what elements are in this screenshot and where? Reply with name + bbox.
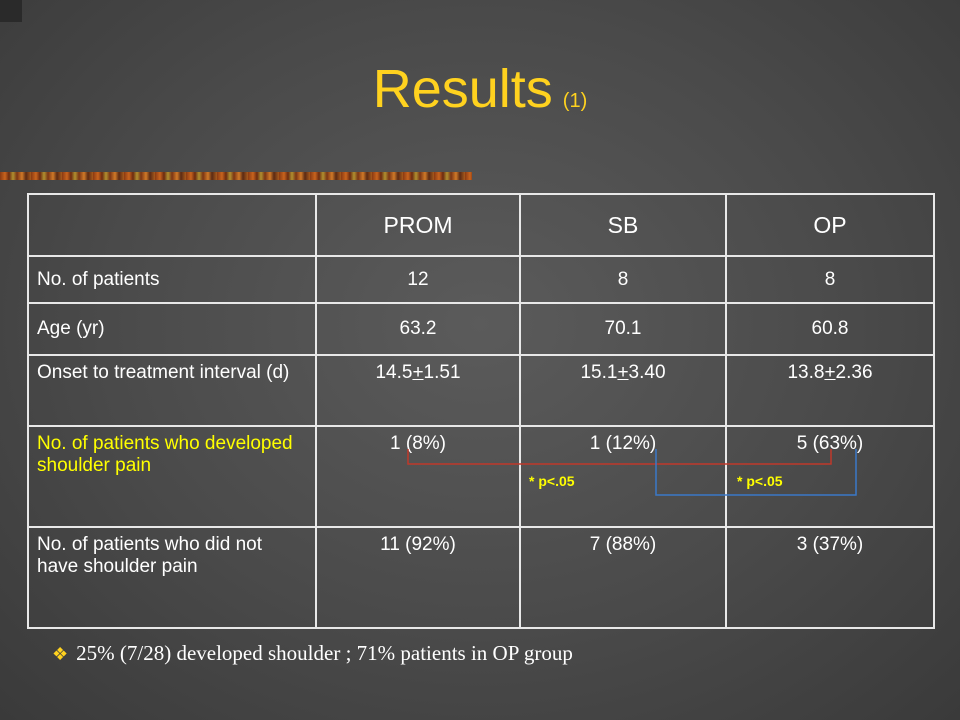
cell-prom: 11 (92%) — [315, 526, 521, 629]
cell-op: 13.8+2.36 — [725, 354, 935, 427]
plus-minus-sign: + — [412, 362, 424, 383]
footnote: ❖ 25% (7/28) developed shoulder ; 71% pat… — [52, 641, 573, 666]
header-prom: PROM — [315, 193, 521, 257]
row-label: Onset to treatment interval (d) — [27, 354, 317, 427]
cell-sb: 70.1 — [519, 302, 727, 356]
sd-value: 1.51 — [423, 362, 461, 383]
slide-title: Results (1) — [0, 58, 960, 120]
mean-value: 13.8 — [787, 362, 825, 383]
corner-decoration — [0, 0, 22, 22]
mean-value: 15.1 — [580, 362, 618, 383]
cell-sb: 8 — [519, 255, 727, 304]
cell-prom: 63.2 — [315, 302, 521, 356]
diamond-bullet-icon: ❖ — [52, 644, 69, 664]
cell-sb: 7 (88%) — [519, 526, 727, 629]
cell-prom: 12 — [315, 255, 521, 304]
sd-value: 2.36 — [835, 362, 873, 383]
cell-op: 8 — [725, 255, 935, 304]
sd-value: 3.40 — [628, 362, 666, 383]
header-row: PROM SB OP — [27, 193, 935, 257]
title-suffix: (1) — [562, 90, 588, 112]
cell-prom: 14.5+1.51 — [315, 354, 521, 427]
row-label-highlight: No. of patients who developed shoulder p… — [27, 425, 317, 528]
significance-label-1: * p<.05 — [529, 473, 575, 489]
table-row: No. of patients who developed shoulder p… — [27, 425, 935, 528]
significance-label-2: * p<.05 — [737, 473, 783, 489]
row-label: No. of patients who did not have shoulde… — [27, 526, 317, 629]
table-row: No. of patients who did not have shoulde… — [27, 526, 935, 629]
table-row: Age (yr) 63.2 70.1 60.8 — [27, 302, 935, 356]
footnote-text: 25% (7/28) developed shoulder ; 71% pati… — [76, 641, 573, 665]
table-row: No. of patients 12 8 8 — [27, 255, 935, 304]
plus-minus-sign: + — [824, 362, 836, 383]
results-table: PROM SB OP No. of patients 12 8 8 Age (y… — [27, 193, 935, 629]
cell-op: 60.8 — [725, 302, 935, 356]
header-cell-empty — [27, 193, 317, 257]
row-label: Age (yr) — [27, 302, 317, 356]
header-op: OP — [725, 193, 935, 257]
mean-value: 14.5 — [375, 362, 413, 383]
table-row: Onset to treatment interval (d) 14.5+1.5… — [27, 354, 935, 427]
header-sb: SB — [519, 193, 727, 257]
cell-op: 3 (37%) — [725, 526, 935, 629]
cell-prom: 1 (8%) — [315, 425, 521, 528]
plus-minus-sign: + — [617, 362, 629, 383]
row-label: No. of patients — [27, 255, 317, 304]
title-main: Results — [372, 59, 553, 119]
cell-sb: 15.1+3.40 — [519, 354, 727, 427]
title-divider — [0, 172, 472, 180]
